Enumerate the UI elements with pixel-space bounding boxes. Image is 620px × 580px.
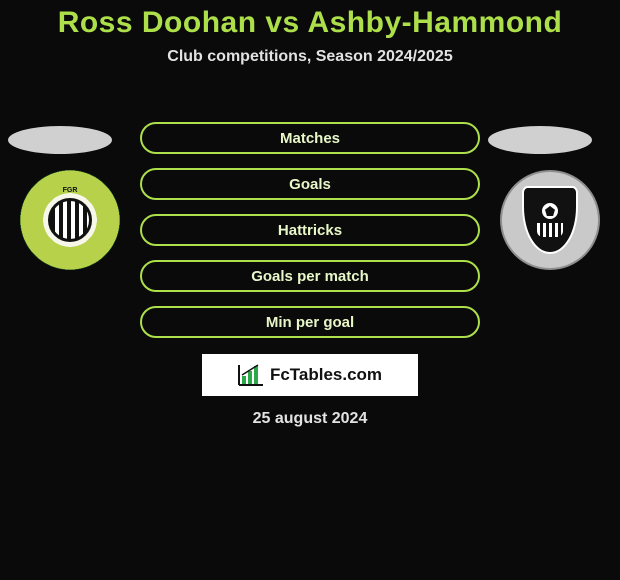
stat-row-matches: Matches [140, 122, 480, 154]
subtitle: Club competitions, Season 2024/2025 [0, 48, 620, 66]
stat-label: Hattricks [278, 222, 342, 239]
fctables-bar-icon [238, 364, 264, 386]
fctables-attribution: FcTables.com [202, 354, 418, 396]
stat-pill: Goals [140, 168, 480, 200]
club-badge-left-inner: FGR [48, 198, 92, 242]
page-title: Ross Doohan vs Ashby-Hammond [0, 0, 620, 40]
stat-pill: Hattricks [140, 214, 480, 246]
stat-label: Min per goal [266, 314, 354, 331]
club-badge-right-shield [522, 186, 578, 253]
player-left-avatar-placeholder [8, 126, 112, 154]
club-badge-right-stripes [537, 223, 563, 237]
club-badge-right [500, 170, 600, 270]
stat-label: Goals per match [251, 268, 369, 285]
stat-pill: Matches [140, 122, 480, 154]
stat-pill: Min per goal [140, 306, 480, 338]
club-badge-left: FGR [20, 170, 120, 270]
date-label: 25 august 2024 [0, 410, 620, 428]
stat-pill: Goals per match [140, 260, 480, 292]
club-badge-right-ball-icon [542, 203, 558, 219]
player-right-avatar-placeholder [488, 126, 592, 154]
stat-row-min-per-goal: Min per goal [140, 306, 480, 338]
stat-row-goals: Goals [140, 168, 480, 200]
stat-row-goals-per-match: Goals per match [140, 260, 480, 292]
club-badge-left-text: FGR [51, 187, 89, 194]
stat-label: Matches [280, 130, 340, 147]
stat-row-hattricks: Hattricks [140, 214, 480, 246]
stat-label: Goals [289, 176, 331, 193]
comparison-card: Ross Doohan vs Ashby-Hammond Club compet… [0, 0, 620, 580]
fctables-label: FcTables.com [270, 365, 382, 385]
